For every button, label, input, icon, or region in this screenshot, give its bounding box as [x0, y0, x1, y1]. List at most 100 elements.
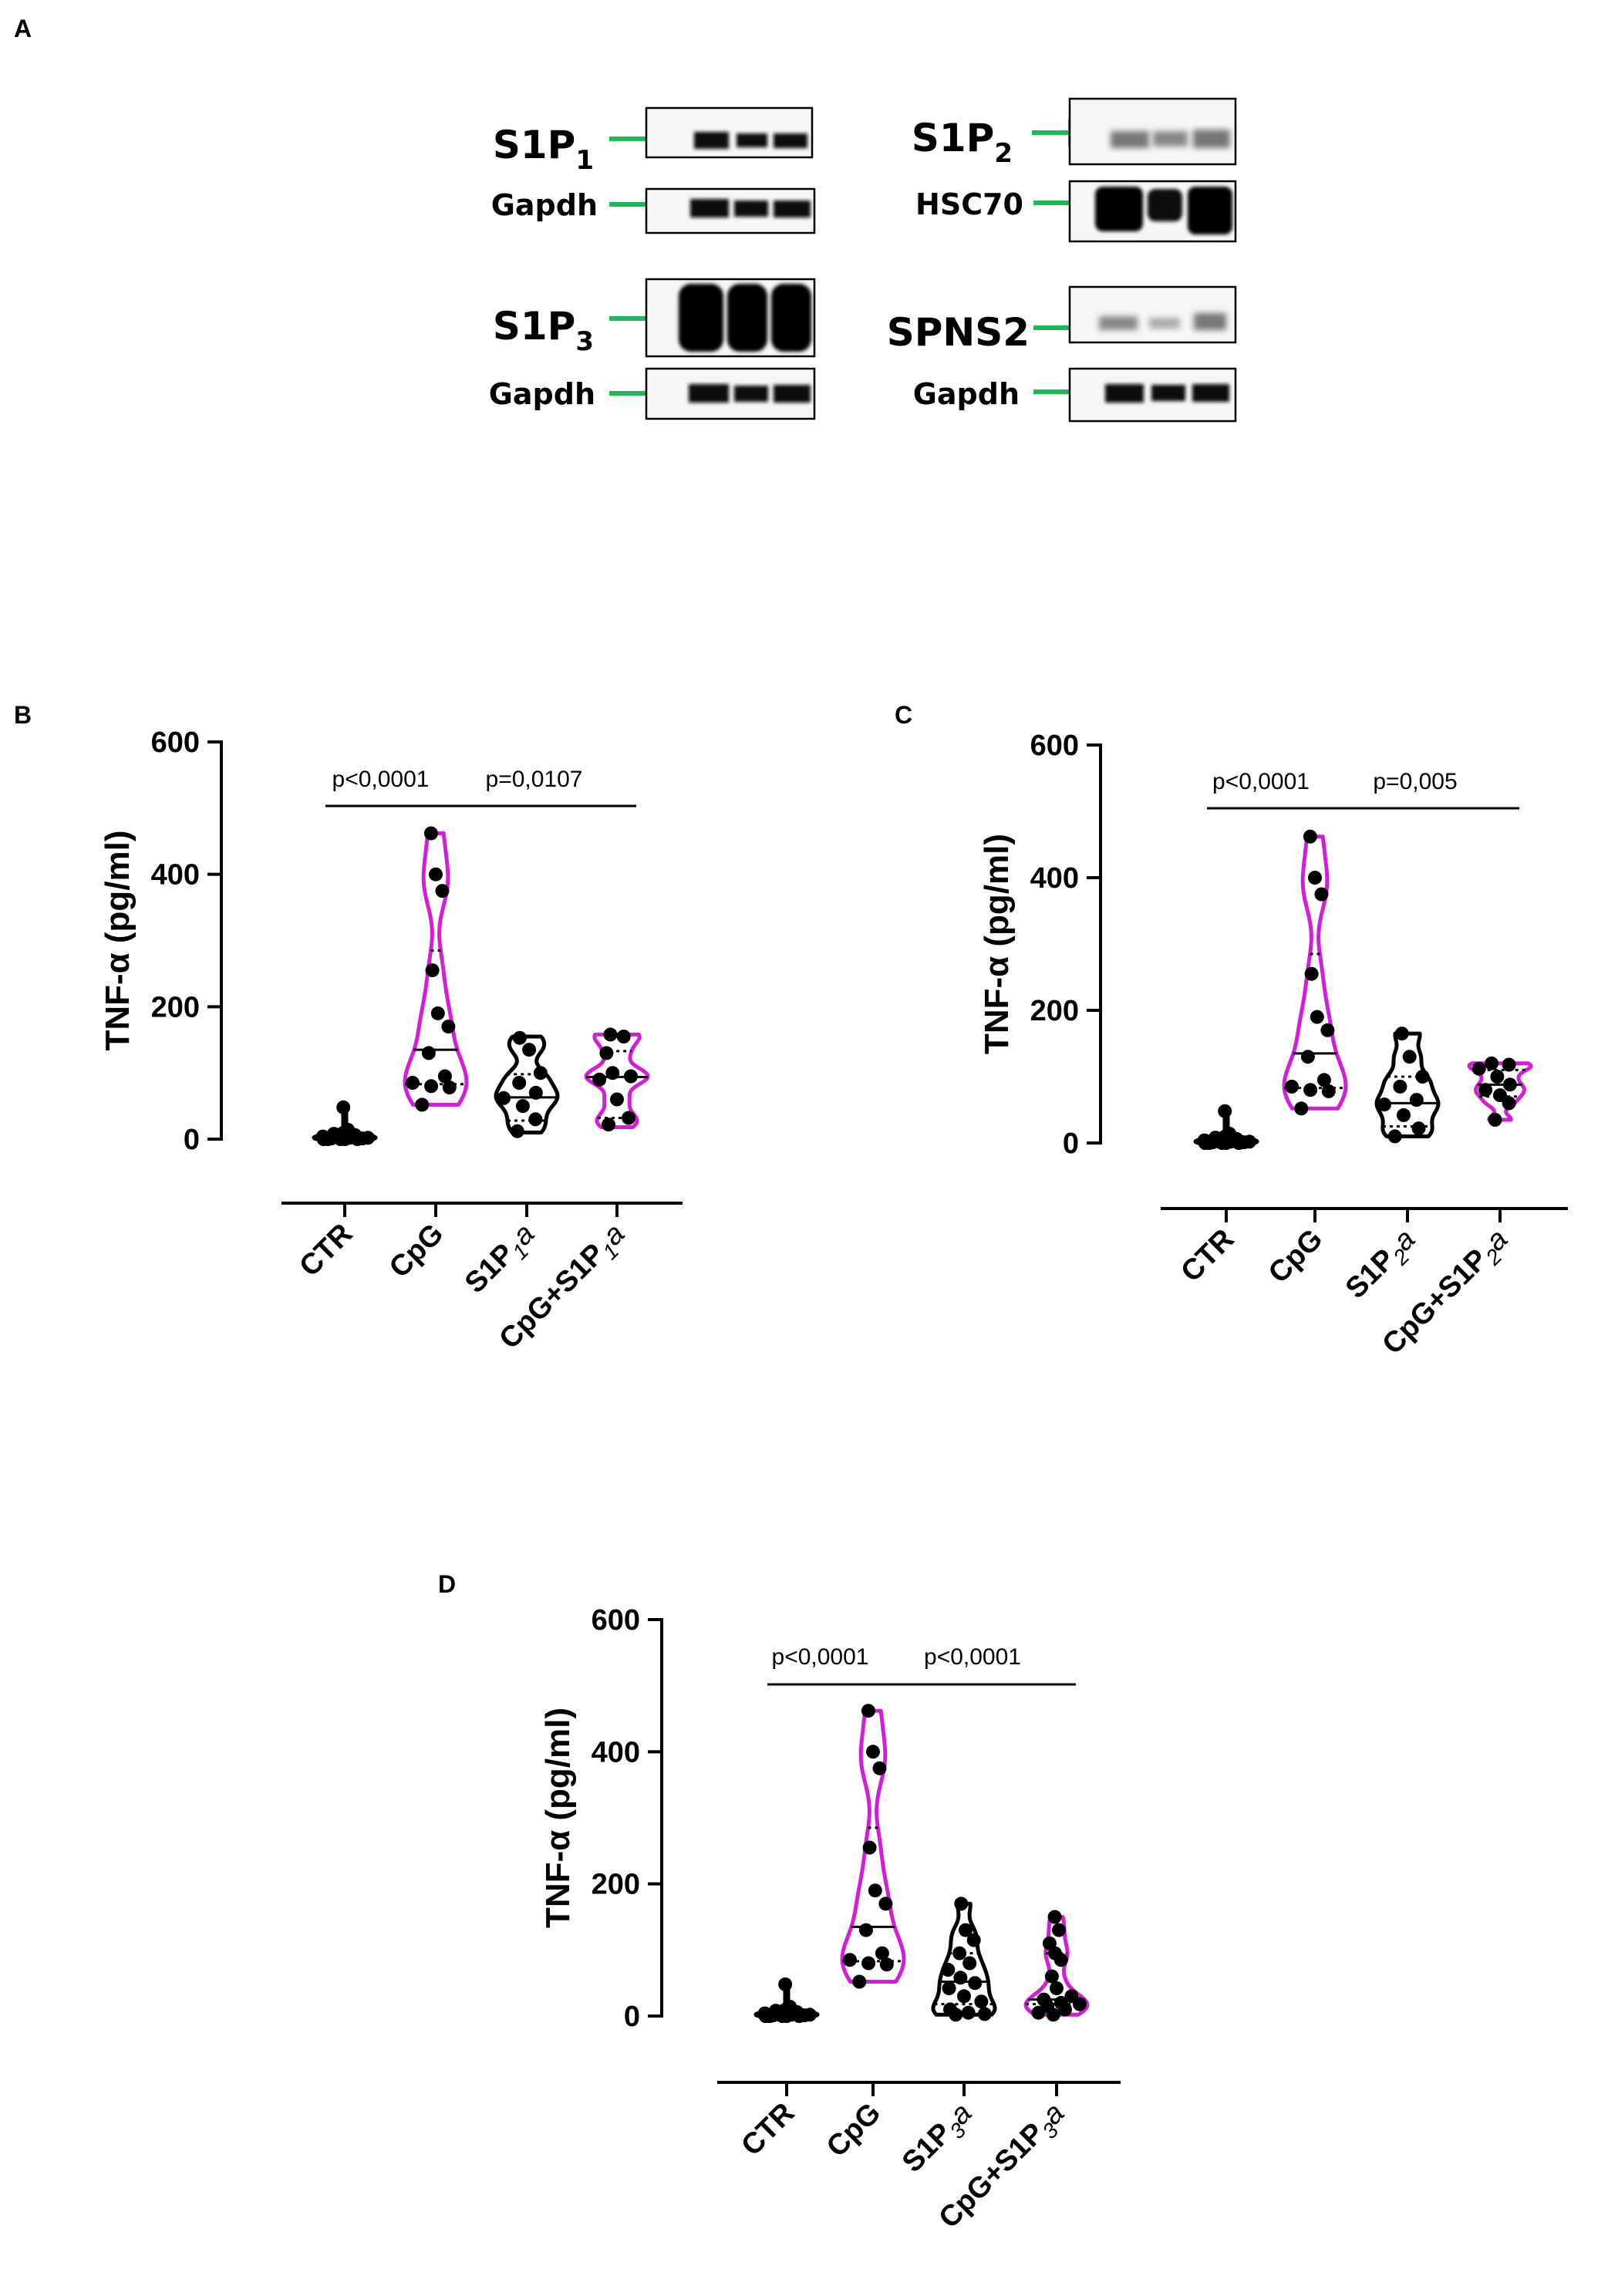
data-point: [757, 2006, 772, 2021]
x-category-label: CpG+S1P1a: [493, 1218, 635, 1360]
violin-shape: [584, 1032, 650, 1129]
data-point: [605, 1066, 620, 1081]
data-point: [361, 1131, 375, 1145]
data-point: [1294, 1101, 1309, 1116]
y-tick-label: 400: [1030, 862, 1079, 895]
data-point: [1218, 1104, 1232, 1118]
x-category-label: CTR: [293, 1218, 359, 1283]
data-point: [957, 1989, 971, 2004]
y-tick-label: 0: [1063, 1128, 1079, 1160]
data-point: [622, 1111, 636, 1125]
data-point: [1052, 1923, 1066, 1937]
data-point: [1050, 1981, 1064, 1995]
x-category-label: CpG: [1262, 1223, 1329, 1290]
x-category-label: S1P3a: [896, 2097, 982, 2183]
data-point: [442, 1081, 457, 1094]
data-point: [1387, 1129, 1402, 1144]
data-point: [1393, 1079, 1407, 1094]
data-point: [1394, 1027, 1409, 1041]
data-point: [441, 1020, 456, 1034]
data-point: [429, 867, 443, 882]
data-point: [1222, 1127, 1237, 1141]
data-point: [415, 1097, 430, 1112]
p-value-label: p<0,0001: [1212, 769, 1310, 794]
data-point: [1044, 1969, 1059, 1984]
y-tick-label: 200: [592, 1869, 640, 1901]
data-point: [861, 1956, 876, 1971]
p-value-label: p<0,0001: [332, 767, 430, 792]
data-point: [326, 1127, 341, 1141]
blot-gapdh-3: [1068, 367, 1237, 423]
data-point: [610, 1092, 624, 1107]
blot-label-s1p1: S1P1: [493, 123, 594, 176]
data-point: [879, 1957, 894, 1972]
p-value-label: p=0,005: [1373, 769, 1457, 794]
data-point: [1242, 1135, 1256, 1149]
blot-hsc70: [1068, 180, 1237, 243]
p-value-label: p=0,0107: [486, 767, 583, 792]
data-point: [1316, 1073, 1331, 1087]
blot-label-spns2: SPNS2: [887, 310, 1030, 355]
data-point: [528, 1085, 543, 1100]
data-point: [949, 2008, 963, 2022]
y-axis-label: TNF-α (pg/ml): [539, 1708, 577, 1928]
data-point: [1397, 1108, 1411, 1122]
panel-letter-c: C: [895, 701, 912, 729]
data-point: [1411, 1121, 1426, 1136]
blot-label-gapdh-1: Gapdh: [491, 188, 598, 222]
data-point: [1471, 1061, 1486, 1076]
data-point: [512, 1030, 527, 1045]
data-point: [783, 2000, 797, 2014]
data-point: [1073, 1997, 1087, 2011]
data-point: [592, 1072, 607, 1087]
data-point: [1490, 1070, 1505, 1084]
data-point: [1402, 1050, 1417, 1064]
data-point: [953, 1971, 968, 1985]
data-point: [959, 1923, 973, 1937]
data-point: [616, 1030, 631, 1043]
violin-shape: [1467, 1061, 1533, 1122]
data-point: [868, 1883, 882, 1898]
y-tick-label: 0: [184, 1124, 200, 1156]
panel-letter-a: A: [14, 15, 32, 42]
data-point: [768, 2004, 783, 2018]
data-point: [778, 1977, 793, 1991]
violin-shape: [1374, 1031, 1441, 1138]
y-tick-label: 600: [1030, 730, 1079, 762]
data-point: [1502, 1057, 1516, 1072]
data-point: [1053, 1953, 1068, 1967]
data-point: [843, 1953, 857, 1967]
blot-s1p2: [1068, 97, 1237, 166]
blot-s1p1: [645, 106, 814, 159]
data-point: [1409, 1093, 1424, 1108]
blot-label-gapdh-3: Gapdh: [913, 377, 1020, 411]
data-point: [1488, 1112, 1502, 1127]
x-category-label: CTR: [735, 2097, 801, 2163]
violin-chart-b: 0 200 400 600 TNF-α (pg/ml) CTR CpG S1P1aCpG+S1…: [99, 727, 683, 1360]
data-point: [1485, 1056, 1498, 1070]
data-point: [1415, 1070, 1430, 1084]
data-point: [1320, 1023, 1335, 1037]
data-point: [803, 2008, 817, 2022]
x-category-label: S1P2a: [1340, 1223, 1425, 1309]
y-tick-label: 200: [1030, 995, 1079, 1027]
data-point: [336, 1100, 351, 1114]
data-point: [1285, 1079, 1299, 1094]
x-category-label: CTR: [1175, 1223, 1240, 1289]
data-point: [1046, 2008, 1060, 2022]
blot-label-gapdh-2: Gapdh: [489, 377, 595, 411]
blot-gapdh-1: [645, 187, 816, 234]
data-point: [878, 1896, 893, 1911]
data-point: [1502, 1077, 1517, 1092]
data-point: [962, 1956, 977, 1971]
data-point: [435, 884, 450, 899]
data-point: [430, 1006, 445, 1020]
data-point: [599, 1046, 614, 1060]
blot-label-hsc70: HSC70: [915, 187, 1023, 221]
y-tick-label: 200: [151, 991, 200, 1023]
data-point: [512, 1076, 527, 1090]
data-point: [421, 1046, 436, 1060]
data-point: [437, 1069, 452, 1084]
